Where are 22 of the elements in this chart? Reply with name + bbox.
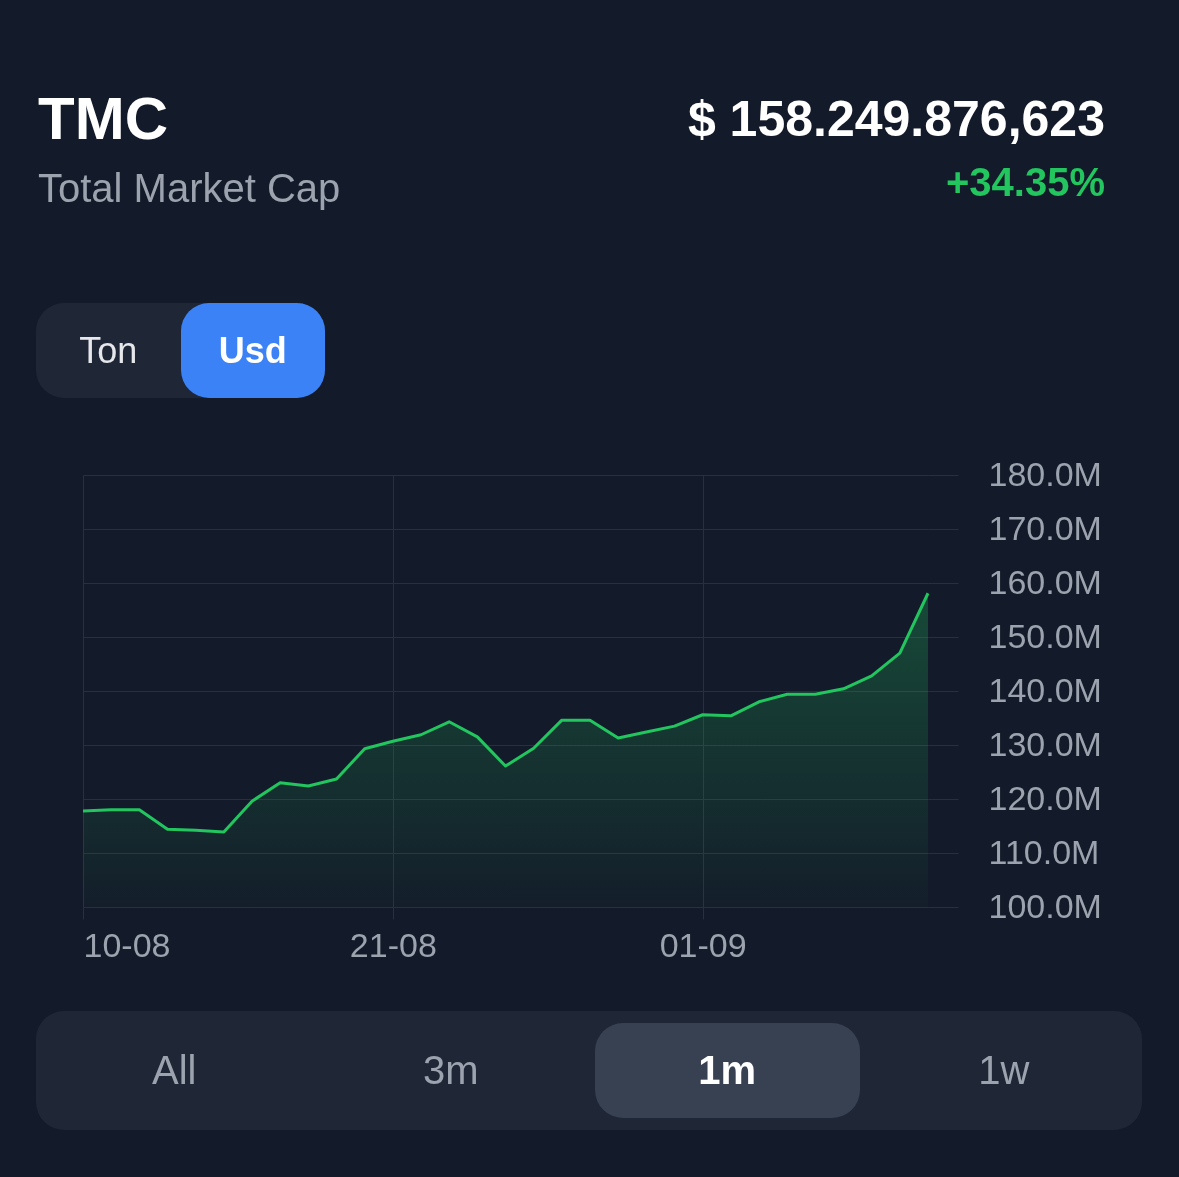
text: Usd — [180, 303, 325, 398]
y-tick-label: 130.0M — [988, 724, 1102, 763]
text: 3m — [318, 1023, 583, 1118]
text: 1w — [871, 1023, 1136, 1118]
text: All — [42, 1023, 307, 1118]
y-tick-label: 140.0M — [988, 670, 1102, 709]
y-tick-label: 180.0M — [988, 454, 1102, 493]
text: $ 158.249.876,623 — [687, 90, 1105, 148]
x-tick-label: 10-08 — [83, 925, 171, 964]
text: Ton — [36, 303, 181, 398]
chart-subtitle: Total Market Cap — [38, 166, 341, 211]
y-tick-label: 120.0M — [988, 778, 1102, 817]
y-tick-label: 150.0M — [988, 616, 1102, 655]
y-tick-label: 110.0M — [988, 832, 1100, 871]
text: +34.35% — [945, 160, 1105, 205]
text: 1m — [595, 1023, 860, 1118]
chart-title: TMC — [38, 84, 168, 153]
y-tick-label: 170.0M — [988, 508, 1102, 547]
y-tick-label: 100.0M — [988, 886, 1102, 925]
x-tick-label: 01-09 — [659, 925, 747, 964]
y-tick-label: 160.0M — [988, 562, 1102, 601]
x-tick-label: 21-08 — [349, 925, 437, 964]
